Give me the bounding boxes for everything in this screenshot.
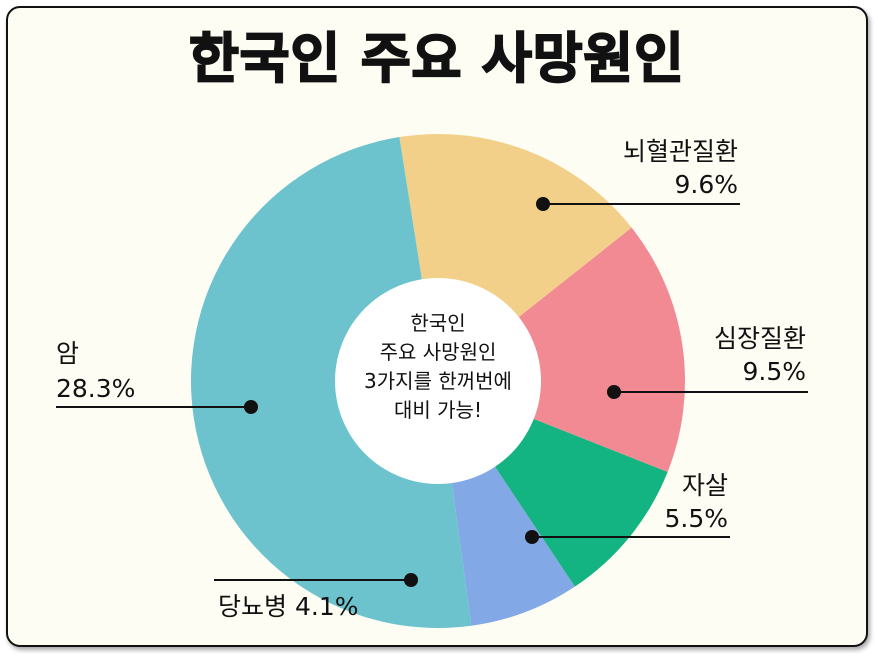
leader-dot-diabetes bbox=[404, 573, 418, 587]
center-line-3: 3가지를 한꺼번에 bbox=[364, 369, 512, 393]
slice-4 bbox=[191, 137, 472, 628]
page-title: 한국인 주요 사망원인 bbox=[188, 26, 685, 91]
donut-chart: 한국인 주요 사망원인 3가지를 한꺼번에 대비 가능! 뇌혈관질환 9.6% … bbox=[56, 134, 808, 628]
center-line-1: 한국인 bbox=[410, 311, 465, 335]
label-heart-value: 9.5% bbox=[742, 357, 806, 386]
center-line-2: 주요 사망원인 bbox=[380, 340, 497, 364]
label-suicide-value: 5.5% bbox=[664, 504, 728, 533]
label-cerebrovascular-value: 9.6% bbox=[674, 170, 738, 199]
center-hole bbox=[335, 278, 541, 484]
label-diabetes: 당뇨병 4.1% bbox=[218, 592, 358, 621]
leader-dot-cerebrovascular bbox=[536, 197, 550, 211]
slices-group bbox=[191, 134, 685, 628]
label-diabetes-value: 4.1% bbox=[295, 592, 359, 621]
label-diabetes-name: 당뇨병 bbox=[218, 592, 287, 621]
label-cancer-name: 암 bbox=[56, 339, 79, 368]
label-cerebrovascular-name: 뇌혈관질환 bbox=[623, 137, 738, 166]
label-cancer-value: 28.3% bbox=[56, 374, 135, 403]
label-heart-name: 심장질환 bbox=[714, 324, 806, 353]
slice-1 bbox=[438, 227, 685, 473]
leader-dot-suicide bbox=[525, 530, 539, 544]
infographic-frame: 한국인 주요 사망원인 한국인 주요 사망원인 3가지를 한꺼번에 대비 가능!… bbox=[6, 6, 868, 647]
leader-dot-heart bbox=[607, 385, 621, 399]
center-line-4: 대비 가능! bbox=[394, 398, 482, 422]
label-suicide-name: 자살 bbox=[682, 471, 728, 500]
leader-dot-cancer bbox=[244, 400, 258, 414]
